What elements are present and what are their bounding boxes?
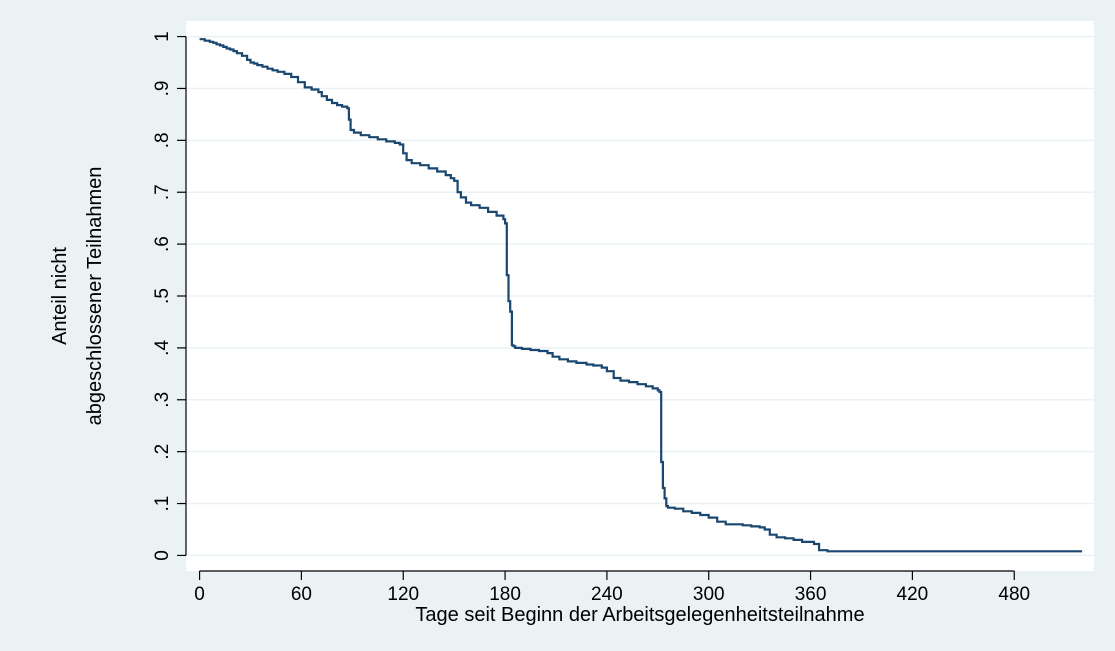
y-tick-label: .1 (152, 496, 173, 512)
y-tick-label: 0 (152, 550, 173, 561)
y-axis-ticks: 0 .1 .2 .3 .4 .5 .6 .7 .8 .9 1 (152, 31, 186, 561)
y-axis-title-line-1: Anteil nicht (49, 247, 71, 345)
x-axis-ticks: 0 60 120 180 240 300 360 420 480 (194, 571, 1030, 605)
x-tick-label: 300 (693, 584, 725, 605)
survival-curve-line (199, 38, 1083, 553)
x-tick-label: 0 (194, 584, 205, 605)
grid-lines (186, 35, 1094, 557)
y-tick-label: .7 (152, 184, 173, 200)
y-axis-title: Anteil nicht abgeschlossener Teilnahmen (49, 167, 106, 426)
y-tick-label: .9 (152, 81, 173, 97)
y-tick-label: .5 (152, 288, 173, 304)
x-tick-label: 240 (591, 584, 623, 605)
x-tick-label: 60 (291, 584, 312, 605)
y-tick-label: .6 (152, 236, 173, 252)
y-tick-label: .2 (152, 444, 173, 460)
x-tick-label: 480 (998, 584, 1030, 605)
y-tick-label: .3 (152, 392, 173, 408)
x-tick-label: 180 (489, 584, 521, 605)
x-tick-label: 420 (897, 584, 929, 605)
y-axis-title-line-2: abgeschlossener Teilnahmen (84, 167, 106, 426)
y-tick-label: 1 (152, 31, 173, 42)
x-axis-title: Tage seit Beginn der Arbeitsgelegenheits… (415, 604, 864, 626)
y-tick-label: .4 (152, 340, 173, 356)
x-tick-label: 360 (795, 584, 827, 605)
x-tick-label: 120 (387, 584, 419, 605)
y-tick-label: .8 (152, 132, 173, 148)
